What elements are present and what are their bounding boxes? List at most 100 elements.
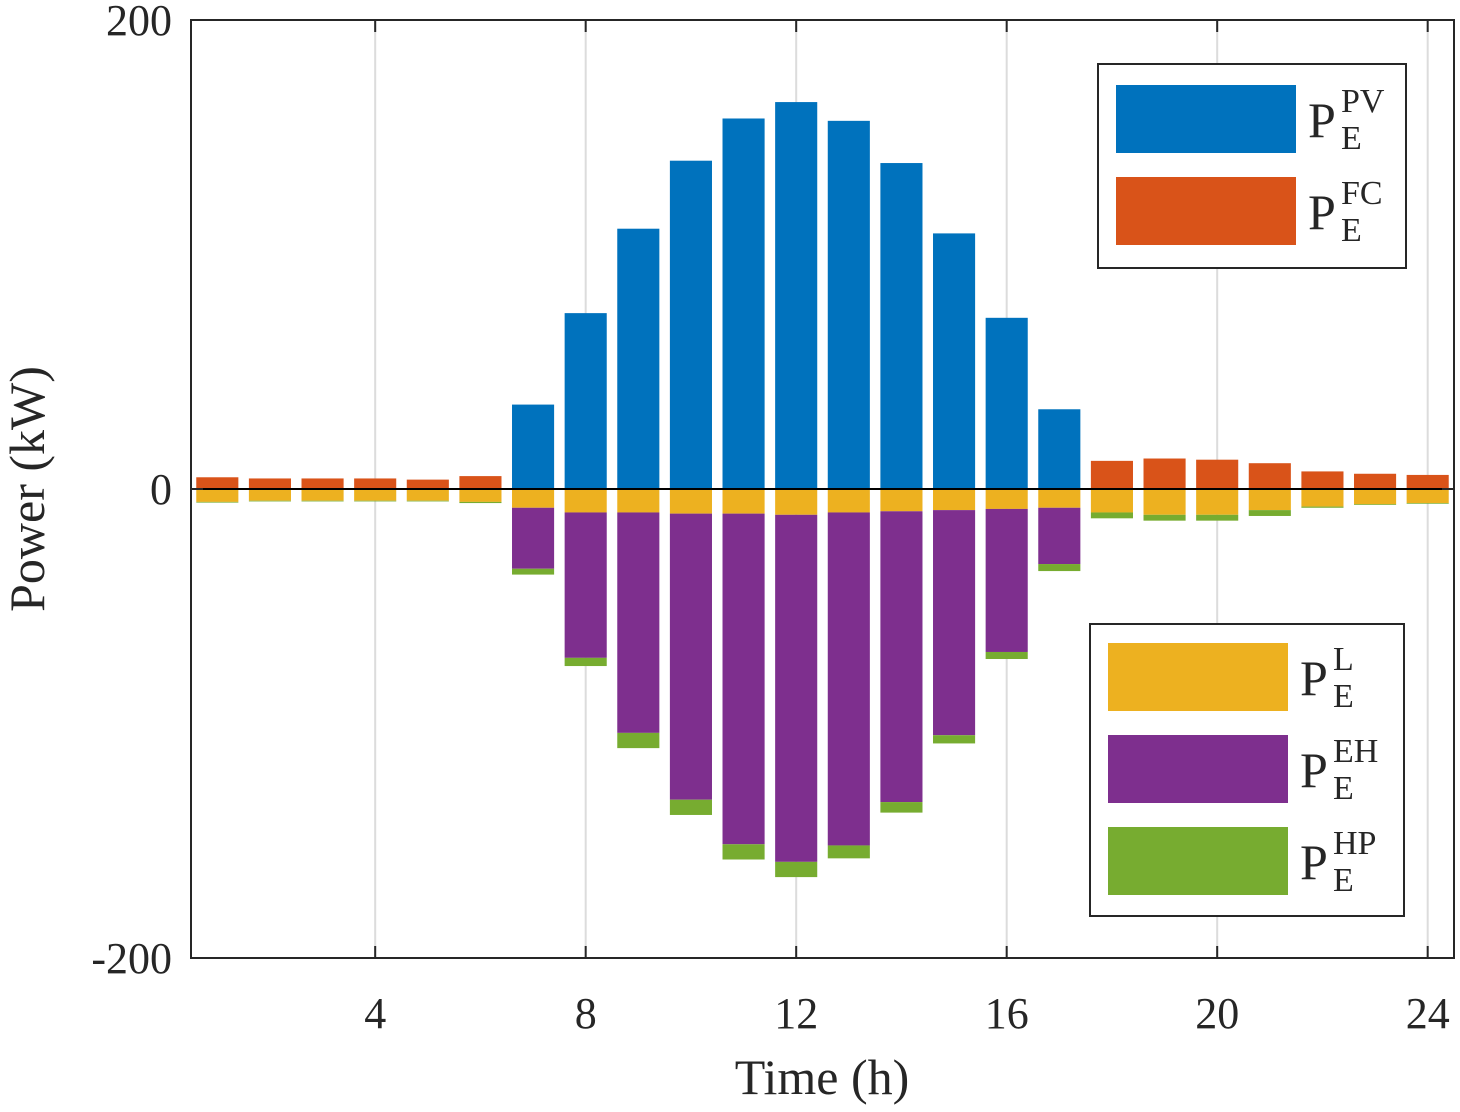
bar-load-15: [933, 489, 976, 511]
bar-hp-11: [722, 844, 765, 860]
bar-hp-5: [406, 500, 449, 502]
bar-eh-12: [775, 514, 818, 862]
bar-eh-7: [512, 507, 555, 569]
legend-sup-hp: HP: [1333, 825, 1376, 862]
bar-load-18: [1090, 489, 1133, 513]
legend-sub-load: E: [1333, 678, 1354, 715]
bar-fc-18: [1090, 460, 1133, 489]
bar-eh-10: [669, 513, 712, 800]
bar-eh-11: [722, 513, 765, 845]
x-tick-label-8: 8: [575, 989, 597, 1038]
bar-eh-17: [1038, 507, 1081, 565]
bar-load-2: [248, 489, 291, 501]
bar-load-5: [406, 489, 449, 501]
legend-label-load: P: [1300, 650, 1328, 706]
bars: [196, 102, 1449, 878]
bar-hp-2: [248, 500, 291, 502]
bar-pv-12: [775, 102, 818, 489]
bar-pv-8: [564, 313, 607, 489]
bar-hp-1: [196, 501, 239, 503]
legend-sub-fc: E: [1341, 212, 1362, 249]
bar-load-11: [722, 489, 765, 514]
bar-pv-11: [722, 118, 765, 490]
x-axis-label: Time (h): [735, 1049, 910, 1105]
bar-hp-15: [933, 735, 976, 744]
bar-pv-13: [827, 120, 870, 490]
bar-hp-13: [827, 845, 870, 859]
bar-pv-7: [512, 404, 555, 489]
legend-sup-eh: EH: [1333, 733, 1378, 770]
bar-load-1: [196, 489, 239, 502]
bar-fc-22: [1301, 471, 1344, 489]
legend-label-fc: P: [1308, 184, 1336, 240]
bar-hp-4: [354, 500, 397, 502]
bar-eh-15: [933, 510, 976, 736]
bar-eh-13: [827, 512, 870, 846]
bar-hp-24: [1406, 503, 1449, 504]
bar-eh-16: [985, 508, 1028, 652]
bar-hp-17: [1038, 564, 1081, 572]
bar-hp-23: [1354, 504, 1397, 505]
x-tick-label-20: 20: [1195, 989, 1239, 1038]
bar-fc-5: [406, 479, 449, 489]
y-tick-label-0: -200: [91, 934, 172, 983]
bar-hp-3: [301, 500, 344, 502]
bar-load-22: [1301, 489, 1344, 507]
legend-swatch-eh: [1108, 735, 1288, 803]
y-axis-label: Power (kW): [0, 366, 55, 612]
bar-pv-10: [669, 160, 712, 489]
bar-load-7: [512, 489, 555, 508]
bar-fc-24: [1406, 474, 1449, 489]
bar-hp-12: [775, 861, 818, 878]
legend-swatch-hp: [1108, 827, 1288, 895]
legend-sub-pv: E: [1341, 120, 1362, 157]
bar-eh-9: [617, 512, 660, 733]
bar-load-9: [617, 489, 660, 513]
bar-fc-3: [301, 478, 344, 489]
axis-ticks: 4 8 12 16 20 24 -200 0 200: [91, 0, 1454, 1038]
legend-swatch-load: [1108, 643, 1288, 711]
x-tick-label-4: 4: [364, 989, 386, 1038]
bar-hp-16: [985, 651, 1028, 660]
bar-fc-4: [354, 478, 397, 489]
bar-eh-14: [880, 511, 923, 803]
bar-pv-17: [1038, 409, 1081, 489]
bar-hp-22: [1301, 506, 1344, 508]
legend-label-pv: P: [1308, 92, 1336, 148]
bar-hp-9: [617, 732, 660, 749]
bar-fc-20: [1196, 459, 1239, 489]
y-tick-label-2: 200: [106, 0, 172, 45]
bar-hp-21: [1248, 510, 1291, 516]
bar-hp-10: [669, 799, 712, 815]
bar-load-13: [827, 489, 870, 513]
bar-hp-7: [512, 568, 555, 575]
bar-pv-15: [933, 233, 976, 489]
x-tick-label-24: 24: [1406, 989, 1450, 1038]
bar-fc-21: [1248, 463, 1291, 489]
legend-sup-load: L: [1333, 641, 1354, 678]
bar-eh-8: [564, 512, 607, 658]
bar-hp-18: [1090, 512, 1133, 519]
bar-fc-1: [196, 477, 239, 489]
bar-load-16: [985, 489, 1028, 509]
bar-load-10: [669, 489, 712, 514]
bar-hp-20: [1196, 514, 1239, 521]
bar-fc-19: [1143, 458, 1186, 489]
bar-pv-16: [985, 317, 1028, 489]
bar-pv-14: [880, 163, 923, 490]
bar-load-19: [1143, 489, 1186, 515]
bar-load-24: [1406, 489, 1449, 504]
legend-sub-eh: E: [1333, 770, 1354, 807]
bar-load-4: [354, 489, 397, 501]
bar-load-17: [1038, 489, 1081, 508]
bar-load-20: [1196, 489, 1239, 515]
bar-hp-6: [459, 501, 502, 504]
bar-load-12: [775, 489, 818, 515]
bar-fc-6: [459, 476, 502, 489]
bar-load-6: [459, 489, 502, 502]
bar-pv-9: [617, 228, 660, 489]
bar-load-14: [880, 489, 923, 512]
